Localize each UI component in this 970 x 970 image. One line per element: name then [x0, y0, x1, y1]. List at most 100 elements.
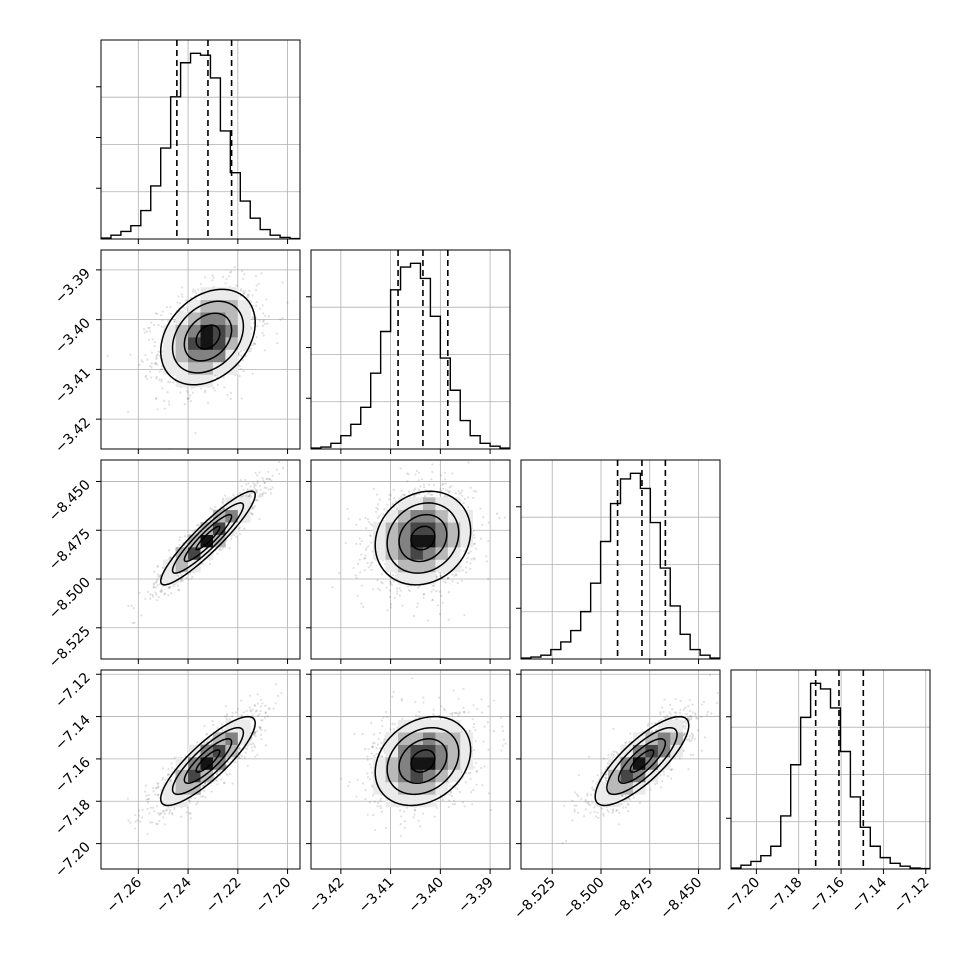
y-tick-label: −8.500 [46, 575, 94, 623]
contour-3-0-2 [171, 726, 245, 796]
x-tick-label: −8.500 [560, 875, 608, 923]
density-cell [385, 559, 399, 573]
x-tick-label: −8.450 [657, 875, 705, 923]
density-cell [608, 769, 621, 783]
x-tick-label: −8.475 [609, 875, 657, 923]
density-cell [237, 312, 251, 325]
density-cell [632, 757, 646, 770]
density-cell [410, 497, 424, 511]
density-cell [657, 732, 671, 745]
x-tick-label: −8.525 [511, 875, 559, 923]
y-tick-label: −7.18 [52, 797, 94, 839]
density-cell [422, 719, 436, 733]
y-tick-label: −8.450 [46, 477, 94, 525]
contour-2-1-0 [410, 525, 436, 551]
density-shading [595, 719, 683, 808]
contour-2-1-1 [398, 513, 448, 563]
histogram-bars-0 [101, 52, 300, 239]
x-tick-label: −7.22 [203, 875, 245, 917]
density-cell [225, 312, 239, 325]
density-cell [435, 547, 449, 560]
density-cell [620, 744, 634, 758]
axes-frame [100, 249, 301, 450]
density-cell [657, 757, 671, 770]
axes-frame [100, 669, 301, 870]
density-cell [200, 337, 214, 350]
density-cell [212, 757, 226, 770]
density-cell [200, 769, 214, 783]
contour-2-0-1 [183, 513, 233, 563]
axes-frame [310, 669, 511, 870]
y-tick-label: −7.12 [52, 670, 94, 712]
y-tick-label: −3.39 [52, 265, 94, 307]
contour-1-0-0 [195, 324, 221, 350]
y-tick-label: −8.475 [46, 526, 94, 574]
contour-3-1-0 [410, 749, 436, 773]
histogram-bars-1 [311, 262, 510, 449]
density-cell [212, 361, 226, 375]
scatter-panel-3-2: −8.525 −8.500 −8.475 −8.450 [511, 669, 721, 923]
density-cell [175, 337, 189, 350]
contour-3-1-2 [386, 726, 460, 796]
density-cell [398, 769, 411, 783]
density-cell [410, 744, 424, 758]
density-cell [385, 732, 399, 745]
density-cell [447, 744, 461, 758]
axes-frame [520, 459, 721, 660]
density-cell [460, 534, 473, 548]
contour-1-0-3 [159, 288, 256, 386]
y-tick-label: −3.42 [52, 415, 94, 457]
contour-2-0-2 [171, 502, 245, 574]
density-cell [608, 781, 621, 795]
density-cell [188, 559, 201, 573]
scatter-panel-1-0: −3.42 −3.41 −3.40 −3.39 [52, 249, 301, 457]
density-cell [422, 522, 436, 535]
density-cell [225, 732, 239, 745]
density-cell [225, 497, 239, 511]
histogram-bars-3 [731, 682, 930, 869]
x-tick-label: −3.42 [306, 875, 348, 917]
density-cell [163, 794, 176, 808]
x-tick-label: −7.26 [103, 874, 145, 916]
density-cell [188, 744, 201, 758]
histogram-bars-2 [521, 472, 720, 659]
contour-1-0-2 [171, 300, 245, 374]
density-cell [225, 522, 239, 535]
density-cell [645, 769, 659, 783]
contour-2-0-3 [159, 490, 256, 586]
x-tick-label: −7.20 [722, 875, 764, 917]
histogram-panel-1 [306, 249, 511, 454]
histogram-panel-2 [516, 459, 721, 664]
axes-frame [520, 669, 721, 870]
density-cell [410, 559, 424, 573]
density-cell [212, 349, 226, 363]
density-cell [237, 497, 251, 511]
contour-2-0-0 [195, 525, 221, 551]
y-tick-label: −7.20 [52, 839, 94, 881]
density-cell [422, 757, 436, 770]
density-cell [645, 744, 659, 758]
density-cell [422, 547, 436, 560]
x-tick-label: −7.16 [806, 874, 848, 916]
axes-frame [100, 459, 301, 660]
scatter-panel-3-0: −7.20−7.18−7.16−7.14−7.12−7.26 −7.24 −7.22… [52, 669, 301, 917]
contour-1-0-1 [183, 312, 233, 362]
density-cell [212, 299, 226, 313]
contour-3-1-1 [398, 738, 448, 785]
x-tick-label: −7.12 [891, 875, 933, 917]
density-cell [225, 299, 239, 313]
density-cell [163, 571, 176, 585]
axes-frame [730, 669, 931, 870]
contour-2-1-2 [386, 502, 460, 574]
contour-3-0-3 [159, 715, 256, 807]
x-tick-label: −7.18 [764, 875, 806, 917]
density-cell [175, 312, 189, 325]
x-tick-label: −3.39 [455, 875, 497, 917]
density-cell [237, 299, 251, 313]
axes-frame [310, 249, 511, 450]
density-cell [608, 757, 621, 770]
density-cell [398, 571, 411, 585]
density-cell [435, 719, 449, 733]
contour-2-1-3 [374, 490, 472, 586]
